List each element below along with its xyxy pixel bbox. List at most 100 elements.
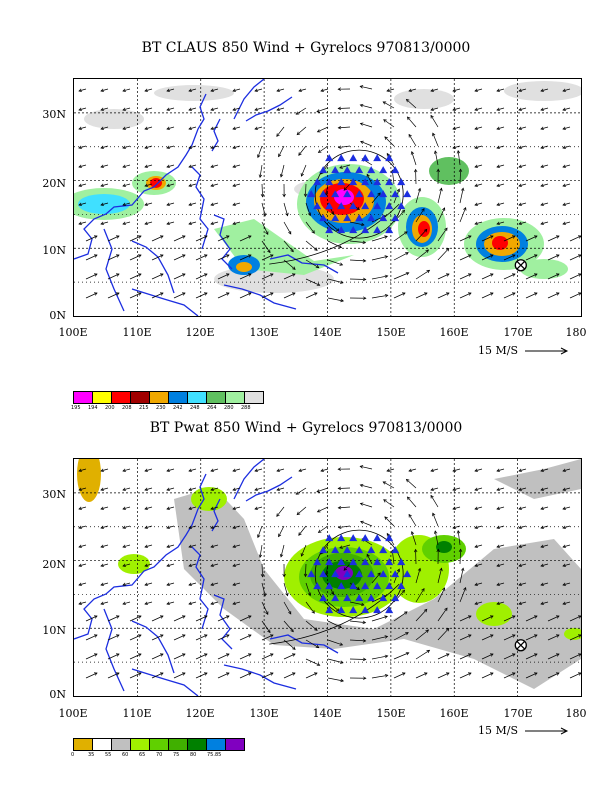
gyre-marker — [373, 558, 382, 566]
wind-vector — [415, 629, 429, 641]
wind-vector — [518, 145, 527, 149]
wind-vector-head — [122, 88, 127, 93]
wind-vector — [283, 601, 292, 615]
wind-vector — [254, 126, 263, 130]
lat-label: 0N — [49, 688, 66, 701]
wind-vector — [393, 231, 408, 242]
wind-vector — [276, 107, 285, 111]
wind-vector-head — [166, 563, 171, 568]
wind-vector-head — [562, 126, 567, 131]
wind-vector — [261, 634, 274, 641]
gyre-marker — [361, 582, 370, 590]
wind-vector-head — [188, 164, 193, 169]
wind-vector-head — [292, 266, 296, 270]
wind-vector — [371, 616, 388, 622]
wind-vector-head — [254, 126, 259, 131]
wind-vector — [474, 487, 483, 491]
wind-vector — [122, 107, 131, 111]
wind-vector-head — [518, 126, 523, 131]
wind-vector — [129, 653, 142, 660]
wind-vector — [195, 672, 208, 679]
wind-vector — [496, 544, 505, 548]
wind-vector — [107, 235, 120, 242]
gyre-marker — [325, 154, 334, 162]
wind-vector-head — [511, 634, 516, 638]
wind-vector — [525, 653, 538, 660]
wind-vector-head — [382, 481, 387, 485]
wind-vector-head — [225, 273, 230, 277]
wind-vector — [503, 254, 516, 261]
wind-vector — [547, 235, 560, 242]
wind-vector-head — [210, 88, 215, 93]
wind-vector-head — [359, 122, 364, 126]
colorbar-label: 200 — [105, 405, 115, 411]
wind-vector — [210, 506, 219, 510]
wind-vector-head — [562, 164, 567, 169]
wind-vector-head — [269, 653, 274, 657]
wind-vector — [129, 292, 142, 299]
wind-vector — [210, 88, 219, 92]
wind-vector — [474, 601, 483, 605]
wind-vector-head — [401, 589, 406, 594]
wind-vector-head — [445, 672, 450, 676]
wind-vector-head — [489, 653, 494, 657]
wind-vector — [166, 88, 175, 92]
wind-vector — [393, 292, 406, 299]
wind-vector — [305, 563, 307, 577]
wind-vector — [496, 107, 505, 111]
wind-vector — [276, 468, 285, 472]
wind-vector-head — [282, 193, 286, 198]
wind-vector — [173, 273, 186, 280]
wind-vector-head — [511, 615, 516, 619]
gyre-marker — [385, 582, 394, 590]
wind-vector — [562, 563, 571, 567]
wind-vector-head — [181, 634, 186, 638]
wind-vector-head — [188, 468, 193, 473]
wind-vector-head — [203, 653, 208, 657]
wind-vector — [283, 620, 294, 632]
wind-vector — [173, 254, 186, 261]
gyre-marker — [391, 570, 400, 578]
wind-vector — [144, 544, 153, 548]
wind-vector-head — [430, 107, 435, 112]
wind-vector-head — [122, 468, 127, 473]
lon-label: 130E — [249, 707, 279, 720]
wind-vector — [415, 208, 425, 223]
streamline — [269, 203, 400, 265]
wind-vector-head — [474, 88, 479, 93]
wind-vector-head — [432, 512, 436, 517]
wind-vector-head — [203, 672, 208, 676]
wind-vector — [144, 145, 153, 149]
wind-vector — [457, 150, 461, 166]
wind-vector — [254, 487, 263, 491]
wind-vector — [459, 235, 472, 242]
wind-vector-head — [166, 202, 171, 207]
wind-vector — [474, 221, 483, 225]
wind-vector — [474, 126, 483, 130]
wind-vector — [518, 221, 527, 225]
wind-vector-head — [144, 563, 149, 568]
coastline — [211, 118, 221, 152]
wind-vector — [188, 145, 197, 149]
wind-vector-head — [445, 627, 450, 632]
wind-vector-head — [115, 235, 120, 239]
wind-vector — [188, 601, 197, 605]
wind-vector-head — [562, 202, 567, 207]
wind-vector-head — [555, 235, 560, 239]
wind-vector — [437, 227, 448, 242]
coastline — [213, 594, 233, 650]
wind-vector — [122, 145, 131, 149]
wind-vector-head — [405, 478, 410, 483]
wind-vector — [518, 563, 527, 567]
lon-label: 140E — [312, 326, 342, 339]
wind-vector-head — [210, 525, 215, 530]
wind-vector — [338, 145, 351, 148]
wind-vector — [107, 653, 120, 660]
wind-vector — [496, 506, 505, 510]
wind-vector-head — [144, 221, 149, 226]
wind-vector-head — [188, 525, 193, 530]
wind-vector-head — [518, 183, 523, 188]
wind-vector-head — [359, 85, 364, 89]
wind-vector-head — [404, 611, 408, 615]
wind-vector-head — [540, 221, 545, 226]
